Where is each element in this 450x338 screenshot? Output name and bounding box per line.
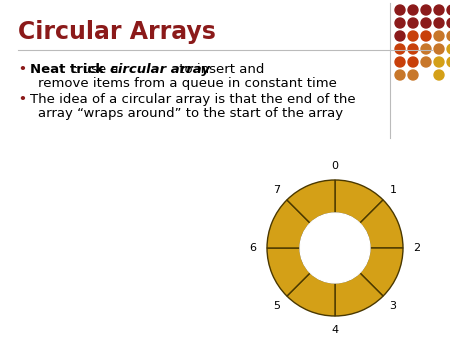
Wedge shape: [267, 200, 310, 248]
Circle shape: [434, 44, 444, 54]
Wedge shape: [360, 200, 403, 248]
Text: array “wraps around” to the start of the array: array “wraps around” to the start of the…: [38, 107, 343, 120]
Circle shape: [408, 57, 418, 67]
Circle shape: [395, 44, 405, 54]
Circle shape: [421, 5, 431, 15]
Wedge shape: [335, 273, 383, 316]
Text: The idea of a circular array is that the end of the: The idea of a circular array is that the…: [30, 93, 356, 106]
Text: Circular Arrays: Circular Arrays: [18, 20, 216, 44]
Circle shape: [434, 18, 444, 28]
Circle shape: [395, 5, 405, 15]
Circle shape: [395, 31, 405, 41]
Circle shape: [408, 44, 418, 54]
Text: 6: 6: [249, 243, 256, 253]
Text: 0: 0: [332, 161, 338, 171]
Wedge shape: [335, 180, 383, 223]
Text: Neat trick: Neat trick: [30, 63, 104, 76]
Circle shape: [447, 18, 450, 28]
Circle shape: [447, 31, 450, 41]
Circle shape: [434, 70, 444, 80]
Circle shape: [434, 57, 444, 67]
Circle shape: [421, 57, 431, 67]
Text: 3: 3: [390, 301, 396, 311]
Circle shape: [395, 70, 405, 80]
Text: 4: 4: [332, 325, 338, 335]
Wedge shape: [267, 248, 310, 296]
Text: 7: 7: [274, 185, 281, 195]
Text: •: •: [18, 63, 26, 76]
Text: •: •: [18, 93, 26, 106]
Circle shape: [421, 44, 431, 54]
Text: 5: 5: [274, 301, 280, 311]
Text: circular array: circular array: [110, 63, 210, 76]
Circle shape: [447, 57, 450, 67]
Circle shape: [421, 31, 431, 41]
Circle shape: [300, 213, 370, 283]
Circle shape: [408, 31, 418, 41]
Text: : use a: : use a: [74, 63, 123, 76]
Circle shape: [434, 31, 444, 41]
Text: remove items from a queue in constant time: remove items from a queue in constant ti…: [38, 77, 337, 90]
Circle shape: [421, 18, 431, 28]
Circle shape: [408, 18, 418, 28]
Circle shape: [408, 70, 418, 80]
Circle shape: [395, 57, 405, 67]
Circle shape: [434, 5, 444, 15]
Text: 1: 1: [390, 185, 396, 195]
Circle shape: [447, 44, 450, 54]
Wedge shape: [287, 180, 335, 223]
Wedge shape: [360, 248, 403, 296]
Circle shape: [447, 5, 450, 15]
Text: 2: 2: [414, 243, 421, 253]
Circle shape: [408, 5, 418, 15]
Text: to insert and: to insert and: [175, 63, 265, 76]
Circle shape: [395, 18, 405, 28]
Wedge shape: [287, 273, 335, 316]
